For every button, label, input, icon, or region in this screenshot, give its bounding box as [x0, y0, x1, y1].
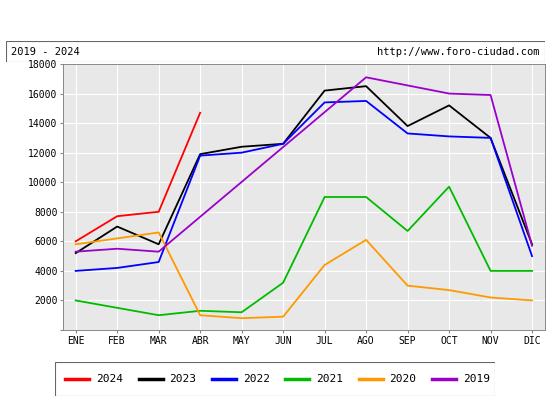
- Text: Evolucion Nº Turistas Extranjeros en el municipio de l'Alfàs del Pi: Evolucion Nº Turistas Extranjeros en el …: [7, 14, 543, 28]
- Text: 2020: 2020: [389, 374, 416, 384]
- Text: http://www.foro-ciudad.com: http://www.foro-ciudad.com: [377, 47, 539, 57]
- Text: 2023: 2023: [169, 374, 196, 384]
- Text: 2024: 2024: [96, 374, 123, 384]
- Text: 2022: 2022: [243, 374, 270, 384]
- Text: 2021: 2021: [316, 374, 343, 384]
- FancyBboxPatch shape: [55, 362, 495, 396]
- FancyBboxPatch shape: [6, 41, 544, 62]
- Text: 2019: 2019: [463, 374, 490, 384]
- Text: 2019 - 2024: 2019 - 2024: [11, 47, 80, 57]
